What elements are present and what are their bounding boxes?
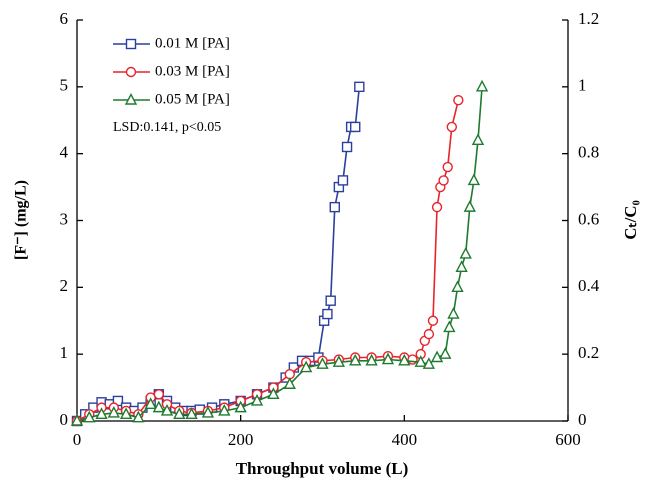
- marker: [316, 357, 329, 369]
- marker: [185, 407, 198, 420]
- marker: [173, 407, 186, 420]
- marker: [218, 403, 231, 416]
- marker: [439, 347, 452, 359]
- marker: [423, 328, 435, 340]
- marker: [160, 403, 174, 416]
- marker: [438, 175, 449, 186]
- marker: [365, 353, 378, 366]
- marker: [332, 355, 346, 367]
- y2-tick-label: 1: [578, 76, 587, 95]
- marker: [467, 173, 481, 186]
- x-axis-title: Throughput volume (L): [236, 459, 409, 478]
- y2-axis-title: Cₜ/C₀: [621, 200, 640, 239]
- legend-label: 0.03 M [PA]: [155, 63, 230, 79]
- marker: [132, 410, 145, 423]
- marker: [349, 353, 362, 366]
- marker: [455, 260, 468, 272]
- y-tick-label: 1: [60, 343, 69, 362]
- legend-label: 0.05 M [PA]: [155, 91, 230, 107]
- marker: [414, 355, 427, 367]
- marker: [453, 94, 464, 106]
- marker: [447, 307, 460, 319]
- marker: [119, 407, 133, 420]
- marker: [475, 79, 489, 92]
- marker: [381, 352, 395, 365]
- marker: [459, 246, 472, 259]
- marker: [201, 405, 215, 418]
- y-tick-label: 2: [60, 276, 69, 295]
- series-line: [76, 86, 361, 422]
- y-tick-label: 4: [60, 143, 69, 162]
- marker: [152, 400, 165, 413]
- y2-tick-label: 0.6: [578, 209, 599, 228]
- marker: [442, 161, 453, 173]
- x-tick-label: 0: [73, 430, 82, 449]
- marker: [446, 121, 457, 133]
- marker: [350, 121, 361, 133]
- y-tick-label: 6: [60, 9, 69, 28]
- y2-tick-label: 0: [578, 410, 587, 429]
- marker: [431, 201, 443, 213]
- marker: [322, 308, 333, 320]
- marker: [70, 413, 84, 426]
- y-tick-label: 3: [60, 209, 69, 228]
- marker: [430, 350, 444, 363]
- marker: [153, 389, 165, 400]
- legend-label: 0.01 M [PA]: [155, 35, 230, 51]
- marker: [144, 397, 157, 409]
- y2-tick-label: 1.2: [578, 9, 599, 28]
- marker: [451, 280, 464, 293]
- marker: [341, 141, 353, 153]
- marker: [463, 200, 476, 212]
- y-axis-title: [F⁻] (mg/L): [13, 180, 30, 260]
- marker: [299, 360, 313, 373]
- marker: [107, 405, 120, 418]
- series-line: [76, 86, 483, 422]
- marker: [471, 133, 485, 146]
- marker: [337, 175, 349, 186]
- marker: [325, 295, 336, 306]
- marker: [283, 377, 296, 389]
- y2-tick-label: 0.8: [578, 143, 599, 162]
- marker: [443, 320, 456, 333]
- series-line: [76, 100, 460, 422]
- marker: [95, 407, 108, 420]
- marker: [398, 353, 411, 366]
- marker: [329, 201, 340, 213]
- marker: [407, 354, 418, 365]
- marker: [83, 410, 96, 423]
- annotation: LSD:0.141, p<0.05: [113, 120, 221, 135]
- marker: [124, 92, 138, 105]
- marker: [422, 357, 436, 369]
- y-tick-label: 0: [60, 410, 69, 429]
- marker: [354, 81, 365, 93]
- x-tick-label: 600: [555, 430, 581, 449]
- marker: [234, 400, 247, 413]
- marker: [250, 393, 264, 406]
- y2-tick-label: 0.2: [578, 343, 599, 362]
- marker: [427, 315, 439, 326]
- y-tick-label: 5: [60, 76, 69, 95]
- x-tick-label: 200: [228, 430, 254, 449]
- marker: [125, 38, 137, 50]
- x-tick-label: 400: [392, 430, 418, 449]
- marker: [267, 387, 280, 399]
- y2-tick-label: 0.4: [578, 276, 600, 295]
- marker: [125, 66, 137, 78]
